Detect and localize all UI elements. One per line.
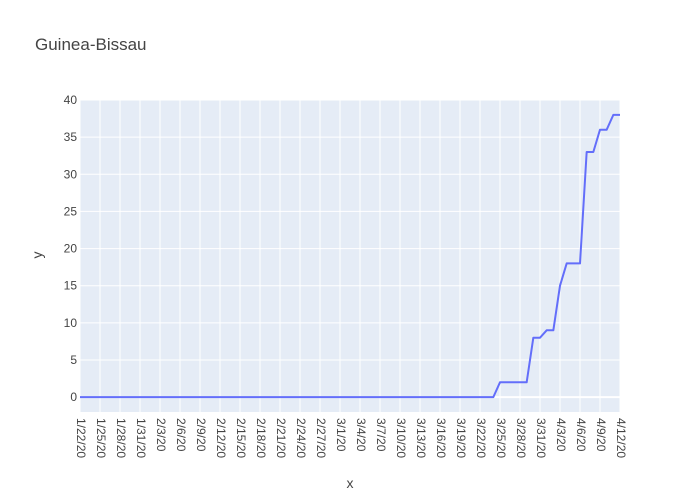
y-tick-label: 20 [64, 242, 78, 256]
x-tick-label: 2/15/20 [234, 418, 248, 458]
y-axis-title: y [29, 252, 45, 259]
x-tick-label: 1/28/20 [114, 418, 128, 458]
x-tick-label: 4/9/20 [594, 418, 608, 452]
x-tick-label: 2/12/20 [214, 418, 228, 458]
x-tick-label: 2/18/20 [254, 418, 268, 458]
y-tick-label: 10 [64, 316, 78, 330]
chart-title: Guinea-Bissau [35, 35, 147, 54]
x-tick-label: 2/21/20 [274, 418, 288, 458]
x-tick-label: 3/28/20 [514, 418, 528, 458]
x-tick-label: 3/4/20 [354, 418, 368, 452]
y-tick-label: 5 [70, 353, 77, 367]
x-tick-label: 3/16/20 [434, 418, 448, 458]
y-tick-label: 30 [64, 167, 78, 181]
x-tick-label: 4/6/20 [574, 418, 588, 452]
plot-area [80, 100, 620, 412]
x-tick-label: 2/24/20 [294, 418, 308, 458]
x-tick-label: 2/9/20 [194, 418, 208, 452]
x-tick-label: 2/6/20 [174, 418, 188, 452]
x-tick-label: 3/1/20 [334, 418, 348, 452]
x-tick-label: 2/3/20 [154, 418, 168, 452]
x-tick-label: 3/10/20 [394, 418, 408, 458]
y-tick-label: 35 [64, 130, 78, 144]
y-tick-labels: 0 5 10 15 20 25 30 35 40 [64, 93, 78, 404]
x-tick-label: 1/25/20 [94, 418, 108, 458]
y-tick-label: 0 [70, 390, 77, 404]
x-tick-label: 3/19/20 [454, 418, 468, 458]
x-tick-label: 3/13/20 [414, 418, 428, 458]
x-tick-label: 1/22/20 [74, 418, 88, 458]
grid-lines [79, 99, 621, 412]
y-tick-label: 25 [64, 204, 78, 218]
x-tick-label: 3/25/20 [494, 418, 508, 458]
x-tick-label: 4/12/20 [614, 418, 628, 458]
x-tick-label: 3/31/20 [534, 418, 548, 458]
series-line-0 [80, 113, 620, 399]
y-tick-label: 40 [64, 93, 78, 107]
x-tick-label: 3/22/20 [474, 418, 488, 458]
series-layer [80, 113, 620, 399]
x-tick-labels: 1/22/20 1/25/20 1/28/20 1/31/20 2/3/20 2/6/20… [74, 418, 628, 458]
x-tick-label: 4/3/20 [554, 418, 568, 452]
x-tick-label: 2/27/20 [314, 418, 328, 458]
x-tick-label: 3/7/20 [374, 418, 388, 452]
x-axis-title: x [347, 475, 354, 491]
x-tick-label: 1/31/20 [134, 418, 148, 458]
y-tick-label: 15 [64, 279, 78, 293]
